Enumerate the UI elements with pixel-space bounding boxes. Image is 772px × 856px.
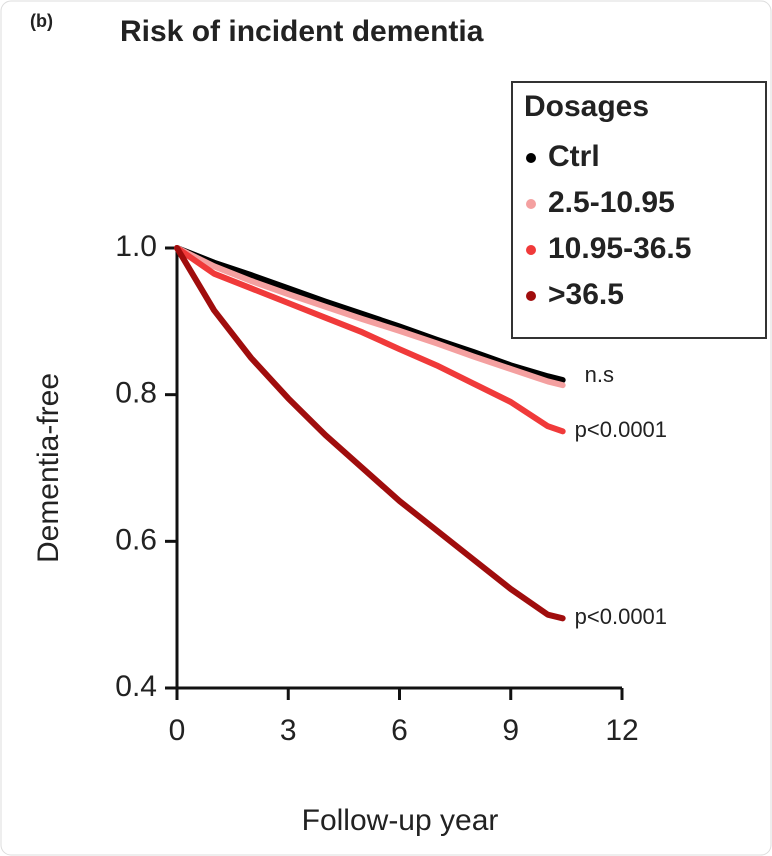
legend-marker	[526, 291, 536, 301]
legend-label: >36.5	[548, 278, 624, 311]
y-tick-label: 1.0	[115, 230, 157, 263]
y-axis-label: Dementia-free	[32, 373, 65, 563]
x-tick-label: 12	[605, 714, 638, 747]
legend-marker	[526, 153, 536, 163]
annotation: p<0.0001	[575, 604, 667, 629]
survival-curve	[174, 245, 566, 389]
chart-title: Risk of incident dementia	[120, 15, 484, 48]
legend-marker	[526, 199, 536, 209]
survival-curve	[174, 245, 566, 383]
legend-box	[511, 81, 767, 339]
x-axis-label: Follow-up year	[302, 804, 499, 837]
annotation: p<0.0001	[575, 417, 667, 442]
legend-label: 2.5-10.95	[548, 186, 675, 219]
survival-curve	[174, 245, 566, 435]
annotation: n.s	[585, 362, 614, 387]
y-tick-label: 0.4	[115, 670, 157, 703]
x-tick-label: 6	[391, 714, 408, 747]
legend-title: Dosages	[524, 90, 649, 123]
x-tick-label: 3	[280, 714, 297, 747]
legend-label: Ctrl	[548, 140, 600, 173]
panel-label: (b)	[30, 11, 53, 31]
legend-marker	[526, 245, 536, 255]
survival-curve	[174, 245, 566, 622]
x-tick-label: 9	[502, 714, 519, 747]
y-tick-label: 0.8	[115, 377, 157, 410]
legend-label: 10.95-36.5	[548, 232, 691, 265]
x-tick-label: 0	[169, 714, 186, 747]
y-tick-label: 0.6	[115, 523, 157, 556]
